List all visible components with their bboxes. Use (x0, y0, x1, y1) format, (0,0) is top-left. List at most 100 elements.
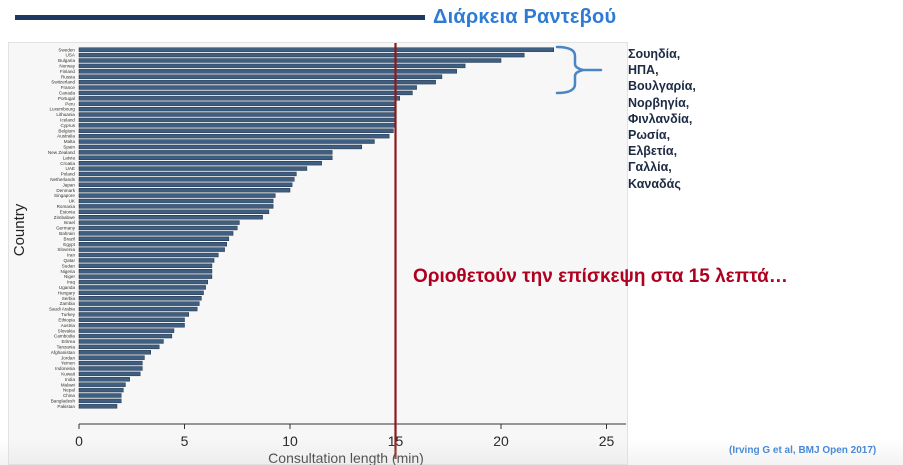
country-tick-label: Israel (64, 220, 75, 225)
country-tick-label: Japan (62, 182, 75, 187)
bar (78, 209, 270, 214)
bar (78, 74, 443, 79)
country-tick-label: Qatar (64, 258, 76, 263)
country-tick-label: France (61, 85, 76, 90)
bar (78, 242, 227, 247)
country-item: Ρωσία, (628, 128, 671, 143)
country-tick-label: Tanzania (57, 344, 76, 349)
country-tick-label: Eritrea (61, 339, 75, 344)
source-citation: (Irving G et al, BMJ Open 2017) (729, 445, 877, 456)
bar (78, 166, 308, 171)
bar (78, 360, 143, 366)
consultation-length-chart: SwedenUSABulgariaNorwayFinlandRussiaSwit… (11, 43, 626, 465)
country-item: Σουηδία, (628, 47, 681, 61)
country-tick-label: Denmark (56, 188, 75, 193)
country-tick-label: New Zealand (48, 150, 76, 155)
country-tick-label: Malta (64, 139, 76, 144)
country-tick-label: Indonesia (55, 366, 75, 371)
bar (78, 47, 554, 52)
country-item: Ελβετία, (628, 144, 678, 159)
country-item: Φινλανδία, (628, 111, 693, 126)
bar (78, 323, 185, 328)
bar (78, 198, 274, 204)
country-tick-label: Yemen (61, 361, 76, 366)
bar (78, 225, 238, 231)
country-tick-label: Switzerland (51, 80, 75, 85)
title-rule (15, 15, 425, 20)
country-tick-labels: SwedenUSABulgariaNorwayFinlandRussiaSwit… (48, 47, 76, 409)
country-tick-label: Slovenia (57, 247, 75, 252)
country-item: Βουλγαρία, (628, 79, 696, 94)
country-tick-label: Pakistan (57, 404, 75, 409)
bar (78, 144, 362, 150)
bar (78, 382, 126, 387)
bar (78, 285, 206, 290)
country-tick-label: Finland (60, 69, 76, 74)
country-tick-label: Belgium (58, 128, 75, 133)
bar (78, 296, 202, 301)
bar (78, 404, 118, 409)
country-item: Νορβηγία, (628, 95, 690, 110)
bar (78, 252, 219, 258)
country-tick-label: Ethiopia (58, 317, 75, 322)
country-tick-label: Niger (64, 274, 75, 279)
country-tick-label: Iceland (60, 118, 75, 123)
bar (78, 290, 204, 296)
bar (78, 301, 200, 306)
bar (78, 279, 208, 285)
country-tick-label: Sudan (62, 263, 76, 268)
country-tick-label: Poland (61, 172, 76, 177)
x-tick-label: 5 (181, 433, 189, 449)
country-tick-label: Turkey (61, 312, 76, 317)
country-item: Καναδάς (628, 176, 681, 191)
bar (78, 355, 145, 360)
country-tick-label: Spain (63, 145, 75, 150)
bar (78, 393, 122, 398)
country-tick-label: Portugal (58, 96, 75, 101)
curly-brace-icon (555, 45, 603, 95)
country-tick-label: UAE (66, 166, 75, 171)
country-tick-label: Malawi (61, 382, 75, 387)
bar (78, 133, 390, 139)
country-tick-label: China (63, 393, 75, 398)
bar (78, 182, 293, 187)
bar (78, 231, 234, 236)
bar (78, 139, 375, 144)
bar (78, 155, 333, 160)
country-tick-label: Saudi Arabia (49, 307, 75, 312)
bar (78, 160, 322, 166)
bar (78, 333, 173, 339)
bar (78, 220, 240, 225)
country-tick-label: Netherlands (50, 177, 75, 182)
country-tick-label: Bahrain (59, 231, 75, 236)
bar (78, 339, 164, 344)
x-tick-label: 20 (493, 433, 509, 449)
bar (78, 269, 213, 274)
country-tick-label: Iraq (67, 280, 75, 285)
bar (78, 58, 502, 63)
bar (78, 128, 394, 133)
bar (78, 193, 276, 198)
country-tick-label: India (65, 377, 75, 382)
country-tick-label: Singapore (54, 193, 75, 198)
country-tick-label: UK (69, 199, 76, 204)
country-tick-label: Germany (56, 226, 76, 231)
country-tick-label: Canada (59, 91, 76, 96)
country-tick-label: Brazil (64, 236, 76, 241)
country-tick-label: Kuwait (61, 371, 76, 376)
country-item: Γαλλία, (628, 160, 672, 175)
bar (78, 90, 413, 96)
x-axis-label: Consultation length (min) (268, 450, 424, 465)
bar-series (78, 47, 554, 409)
bar (78, 96, 400, 101)
bar (78, 317, 185, 323)
bar (78, 350, 151, 355)
bar (78, 247, 225, 252)
country-tick-label: Bulgaria (58, 58, 75, 63)
bar (78, 398, 122, 404)
country-tick-label: Australia (57, 134, 75, 139)
bar (78, 258, 215, 263)
country-tick-label: USA (66, 53, 76, 58)
slide-title: Διάρκεια Ραντεβού (433, 6, 617, 28)
bar (78, 171, 297, 177)
